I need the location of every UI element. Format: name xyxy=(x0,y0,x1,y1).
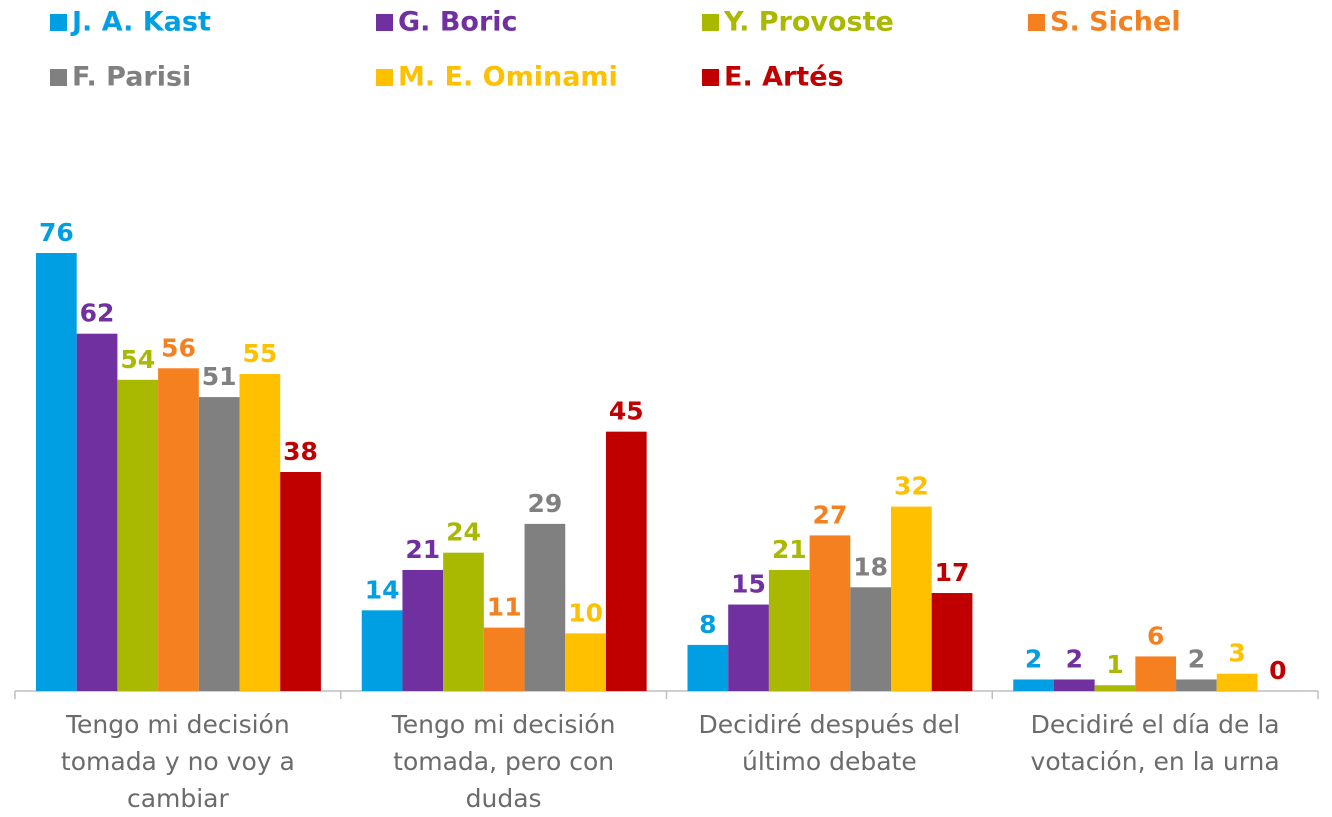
data-label: 1 xyxy=(1106,650,1123,679)
data-label: 3 xyxy=(1228,639,1245,668)
bar xyxy=(809,535,851,691)
bar xyxy=(891,506,932,691)
legend-label: G. Boric xyxy=(398,7,518,38)
data-label: 21 xyxy=(405,535,440,564)
bar xyxy=(768,569,810,691)
bar xyxy=(198,397,240,691)
legend-swatch xyxy=(50,69,67,86)
data-label: 8 xyxy=(699,610,716,639)
bar xyxy=(524,523,566,691)
bar xyxy=(850,587,891,691)
legend-label: Y. Provoste xyxy=(723,7,894,38)
bar xyxy=(1176,679,1217,691)
data-label: 54 xyxy=(120,345,155,374)
legend-label: E. Artés xyxy=(724,62,844,93)
bar xyxy=(728,604,769,691)
data-label: 24 xyxy=(446,518,481,547)
data-label: 38 xyxy=(283,437,318,466)
data-label: 14 xyxy=(365,575,400,604)
data-label: 2 xyxy=(1188,644,1205,673)
bar xyxy=(1135,656,1177,691)
data-label: 45 xyxy=(609,397,644,426)
data-label: 55 xyxy=(242,339,277,368)
x-tick-label: Tengo mi decisión tomada y no voy a camb… xyxy=(60,710,295,813)
data-label: 32 xyxy=(894,472,929,501)
bar xyxy=(1053,679,1095,691)
data-label: 18 xyxy=(853,552,888,581)
bar xyxy=(931,593,973,691)
data-label: 15 xyxy=(731,570,766,599)
data-label: 10 xyxy=(568,598,603,627)
x-tick-label: Tengo mi decisión tomada, pero con dudas xyxy=(391,710,616,813)
data-label: 6 xyxy=(1147,621,1164,650)
data-label: 17 xyxy=(935,558,970,587)
data-label: 62 xyxy=(80,299,115,328)
legend-label: F. Parisi xyxy=(72,62,191,93)
legend-swatch xyxy=(702,14,719,31)
x-tick-label: Decidiré el día de la votación, en la ur… xyxy=(1030,710,1280,776)
legend-swatch xyxy=(376,14,393,31)
bar xyxy=(443,552,484,691)
data-label: 2 xyxy=(1066,644,1083,673)
bar xyxy=(483,627,525,691)
legend-swatch xyxy=(1028,14,1045,31)
legend-swatch xyxy=(376,69,393,86)
data-label: 21 xyxy=(772,535,807,564)
bar xyxy=(1013,679,1054,691)
legend-swatch xyxy=(50,14,67,31)
data-label: 2 xyxy=(1025,644,1042,673)
legend-swatch xyxy=(702,69,719,86)
bar xyxy=(76,333,118,691)
bar xyxy=(361,610,403,691)
legend-label: J. A. Kast xyxy=(70,7,211,38)
data-label: 11 xyxy=(487,593,522,622)
data-label: 56 xyxy=(161,333,196,362)
bar xyxy=(565,633,606,691)
x-tick-label: Decidiré después del último debate xyxy=(698,710,961,776)
data-label: 76 xyxy=(39,218,74,247)
data-label: 29 xyxy=(528,489,563,518)
bar xyxy=(605,431,647,691)
bar xyxy=(239,374,281,691)
bar xyxy=(1094,685,1136,691)
bar xyxy=(117,379,159,691)
bar xyxy=(687,644,729,691)
bar xyxy=(1216,673,1258,691)
data-label: 27 xyxy=(813,500,848,529)
bar xyxy=(402,569,444,691)
bar xyxy=(280,472,321,691)
legend-label: M. E. Ominami xyxy=(398,62,618,93)
data-label: 0 xyxy=(1269,656,1286,685)
bar xyxy=(36,253,77,691)
legend-label: S. Sichel xyxy=(1050,7,1181,38)
data-label: 51 xyxy=(202,362,237,391)
bar xyxy=(158,368,199,691)
